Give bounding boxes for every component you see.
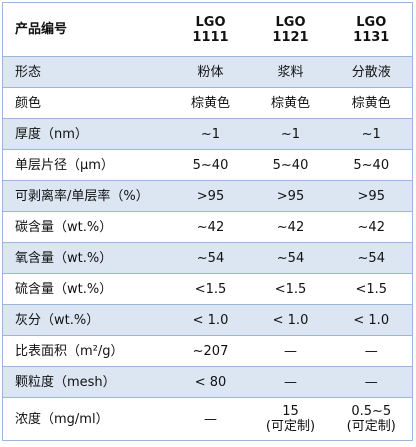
spec-table: 产品编号 LGO 1111 LGO 1121 LGO 1131 形态 粉体 浆料 分散液 颜色… xyxy=(2,2,413,441)
row-label: 形态 xyxy=(2,56,171,88)
table-cell: ~42 xyxy=(330,211,413,243)
row-label: 单层片径（μm） xyxy=(2,149,171,181)
table-row: 比表面积（m²/g） ~207— — xyxy=(2,335,413,367)
row-label: 硫含量（wt.%） xyxy=(2,273,171,305)
header-cell: LGO 1111 xyxy=(192,14,229,45)
row-label: 比表面积（m²/g） xyxy=(2,335,171,367)
table-cell: <1.5 xyxy=(170,273,251,305)
table-cell: 0.5~5 (可定制) xyxy=(330,397,413,441)
table-row: 硫含量（wt.%） <1.5 <1.5 <1.5 xyxy=(2,273,413,305)
table-cell: ~54 xyxy=(170,242,251,274)
spec-table-container: 产品编号 LGO 1111 LGO 1121 LGO 1131 形态 粉体 浆料 分散液 颜色… xyxy=(2,2,413,441)
table-cell: 5~40 xyxy=(250,149,331,181)
row-label: 碳含量（wt.%） xyxy=(2,211,171,243)
table-row: 厚度（nm） ~1 ~1 ~1 xyxy=(2,118,413,150)
row-label: 厚度（nm） xyxy=(2,118,171,150)
table-cell: ~54 xyxy=(330,242,413,274)
row-label: 浓度（mg/ml） xyxy=(2,397,171,441)
table-cell: 粉体 xyxy=(170,56,251,88)
table-row: 碳含量（wt.%） ~42 ~42 ~42 xyxy=(2,211,413,243)
table-row: 单层片径（μm） 5~40 5~40 5~40 xyxy=(2,149,413,181)
header-row: 产品编号 LGO 1111 LGO 1121 LGO 1131 xyxy=(3,3,413,57)
table-cell: < 1.0 xyxy=(330,304,413,336)
table-cell: 15 (可定制) xyxy=(250,397,331,441)
table-cell: ~42 xyxy=(250,211,331,243)
table-cell: ~42 xyxy=(170,211,251,243)
table-cell: 棕黄色 xyxy=(170,87,251,119)
table-cell: >95 xyxy=(170,180,251,212)
table-cell: — xyxy=(330,366,413,398)
table-cell: 分散液 xyxy=(330,56,413,88)
row-label: 灰分（wt.%） xyxy=(2,304,171,336)
table-cell: 棕黄色 xyxy=(330,87,413,119)
header-cell: LGO 1131 xyxy=(353,14,390,45)
table-cell: — xyxy=(250,366,331,398)
row-label: 可剥离率/单层率（%） xyxy=(2,180,171,212)
table-cell: 浆料 xyxy=(250,56,331,88)
table-cell: ~54 xyxy=(250,242,331,274)
table-cell: >95 xyxy=(250,180,331,212)
table-cell: — xyxy=(250,335,331,367)
row-label: 氧含量（wt.%） xyxy=(2,242,171,274)
table-row: 浓度（mg/ml） —15 (可定制) 0.5~5 (可定制) xyxy=(2,397,413,441)
table-cell: ~1 xyxy=(330,118,413,150)
row-label: 颗粒度（mesh） xyxy=(2,366,171,398)
table-cell: < 1.0 xyxy=(170,304,251,336)
table-cell: 5~40 xyxy=(330,149,413,181)
table-row: 可剥离率/单层率（%） >95 >95 >95 xyxy=(2,180,413,212)
table-row: 形态 粉体 浆料 分散液 xyxy=(2,56,413,88)
table-cell: ~1 xyxy=(250,118,331,150)
row-label: 颜色 xyxy=(2,87,171,119)
table-cell: < 1.0 xyxy=(250,304,331,336)
table-cell: — xyxy=(170,397,251,441)
table-row: 颜色 棕黄色 棕黄色 棕黄色 xyxy=(2,87,413,119)
table-cell: 5~40 xyxy=(170,149,251,181)
table-cell: <1.5 xyxy=(330,273,413,305)
table-cell: ~1 xyxy=(170,118,251,150)
table-cell: ~207 xyxy=(170,335,251,367)
header-cell: LGO 1121 xyxy=(272,14,309,45)
table-cell: < 80 xyxy=(170,366,251,398)
table-row: 氧含量（wt.%） ~54 ~54 ~54 xyxy=(2,242,413,274)
table-header: 产品编号 LGO 1111 LGO 1121 LGO 1131 xyxy=(3,3,413,57)
table-row: 颗粒度（mesh） < 80— — xyxy=(2,366,413,398)
table-body: 形态 粉体 浆料 分散液 颜色 棕黄色 棕黄色 棕黄色 厚度（nm） ~1 ~1 ~1 单层片径（μm）… xyxy=(2,56,413,441)
table-cell: — xyxy=(330,335,413,367)
table-cell: >95 xyxy=(330,180,413,212)
table-row: 灰分（wt.%） < 1.0 < 1.0 < 1.0 xyxy=(2,304,413,336)
table-cell: 棕黄色 xyxy=(250,87,331,119)
header-cell: 产品编号 xyxy=(15,22,68,37)
table-cell: <1.5 xyxy=(250,273,331,305)
